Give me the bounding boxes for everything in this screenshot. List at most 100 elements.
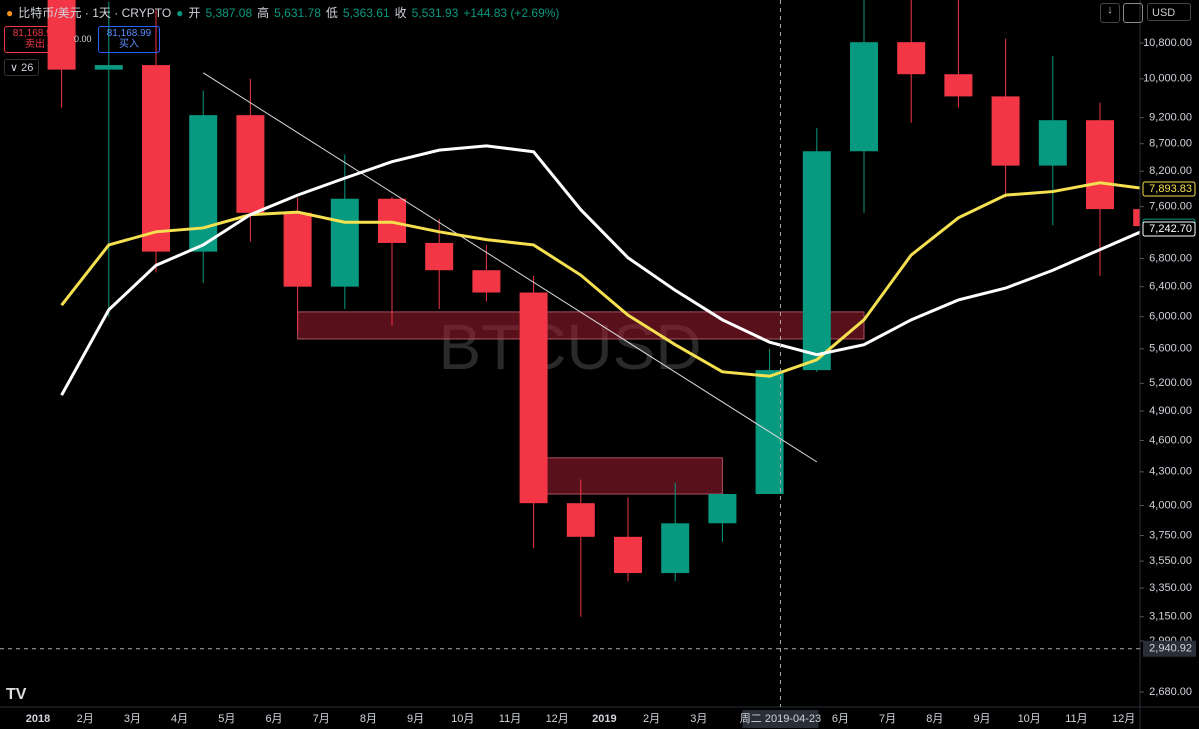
candle-body	[944, 74, 973, 97]
candle-body	[661, 523, 690, 574]
x-tick-label: 2月	[643, 713, 660, 725]
y-tick-label: 4,000.00	[1149, 499, 1192, 511]
x-tick-label: 9月	[407, 713, 424, 725]
x-tick-label: 12月	[546, 713, 569, 725]
y-tick-label: 4,300.00	[1149, 466, 1192, 478]
x-tick-label: 4月	[171, 713, 188, 725]
moving-average	[60, 144, 1140, 396]
candle-body	[1133, 209, 1140, 227]
candle-body	[566, 503, 595, 537]
y-tick-label: 3,350.00	[1149, 582, 1192, 594]
y-tick-label: 6,800.00	[1149, 252, 1192, 264]
header: ● 比特币/美元 · 1天 · CRYPTO ● 开 5,387.08 高 5,63…	[6, 4, 559, 21]
crosshair-y-label: 2,940.92	[1149, 643, 1192, 655]
label: 卖出	[25, 39, 45, 50]
y-tick-label: 6,000.00	[1149, 311, 1192, 323]
x-tick-label: 10月	[451, 713, 474, 725]
y-tick-label: 10,000.00	[1143, 73, 1192, 85]
indicator-toggle[interactable]: ∨ 26	[4, 59, 40, 76]
x-tick-label: 12月	[1112, 713, 1135, 725]
status: ●	[176, 5, 184, 20]
x-tick-label: 6月	[832, 713, 849, 725]
candle-body	[519, 292, 548, 504]
x-tick-label: 7月	[313, 713, 330, 725]
candle-body	[850, 42, 878, 152]
y-tick-label: 4,900.00	[1149, 405, 1192, 417]
y-tick-label: 5,600.00	[1149, 343, 1192, 355]
x-tick-label: 7月	[879, 713, 896, 725]
candle-body	[94, 65, 123, 70]
price: 81,168.99	[106, 28, 152, 39]
candle-body	[189, 115, 218, 252]
x-tick-label: 9月	[973, 713, 990, 725]
candle-body	[1038, 120, 1067, 166]
value: 5,363.61	[342, 5, 390, 20]
icon: ●	[6, 5, 14, 20]
logo: TV	[6, 686, 27, 703]
x-tick-label: 2月	[77, 713, 94, 725]
label: 开	[188, 6, 201, 20]
price-label-box	[1142, 181, 1196, 197]
candle-body	[236, 115, 265, 213]
crosshair-x-box	[742, 710, 819, 728]
x-tick-label: 6月	[265, 713, 282, 725]
x-tick-label: 11月	[499, 713, 521, 725]
y-tick-label: 4,600.00	[1149, 434, 1192, 446]
value: 5,531.93	[411, 5, 459, 20]
x-tick-label: 3月	[124, 713, 141, 725]
x-tick-label: 8月	[360, 713, 377, 725]
y-tick-label: 8,200.00	[1149, 165, 1192, 177]
candle-body	[708, 494, 737, 524]
buy-button[interactable]: 81,168.99 买入	[98, 26, 160, 53]
x-tick-label: 8月	[926, 713, 943, 725]
candle-body	[472, 270, 501, 293]
crosshair-x-label: 周二 2019-04-23	[740, 712, 821, 725]
candle-body	[897, 42, 926, 75]
zone	[533, 457, 723, 495]
currency-select[interactable]: USD	[1147, 3, 1191, 21]
sell-button[interactable]: 81,168.99 卖出	[4, 26, 66, 53]
x-tick-label: 5月	[218, 713, 235, 725]
candle-body	[991, 96, 1020, 166]
zone	[297, 311, 865, 340]
y-tick-label: 10,800.00	[1143, 37, 1192, 49]
candle-body	[330, 198, 359, 287]
screenshot-button[interactable]	[1123, 3, 1143, 23]
candle-body	[614, 536, 642, 574]
moving-average	[60, 181, 1140, 378]
x-tick-label: 2018	[26, 713, 50, 725]
x-tick-label: 10月	[1018, 713, 1041, 725]
label: 高	[257, 6, 270, 20]
price-label: 7,242.70	[1149, 223, 1192, 235]
y-tick-label: 2,680.00	[1149, 686, 1192, 698]
y-tick-label: 3,750.00	[1149, 529, 1192, 541]
candle-body	[425, 242, 454, 271]
label: 收	[394, 6, 407, 20]
count: 26	[21, 62, 34, 74]
price-label-box	[1142, 221, 1196, 237]
download-button[interactable]: ↓	[1100, 3, 1120, 23]
x-tick-label: 2019	[592, 713, 616, 725]
y-tick-label: 5,200.00	[1149, 377, 1192, 389]
candle-body	[47, 0, 76, 70]
y-tick-label: 6,400.00	[1149, 281, 1192, 293]
label: 低	[325, 6, 338, 20]
trend-line	[202, 72, 818, 463]
spread: 0.00	[74, 34, 92, 44]
crosshair-y-box	[1143, 640, 1196, 657]
y-tick-label: 8,700.00	[1149, 138, 1192, 150]
candle-body	[1086, 120, 1114, 210]
symbol: 比特币/美元 · 1天 · CRYPTO	[18, 6, 172, 20]
candle-body	[283, 212, 312, 287]
y-tick-label: 7,600.00	[1149, 201, 1192, 213]
price: 81,168.99	[12, 28, 58, 39]
value: 5,631.78	[274, 5, 321, 20]
candle-body	[802, 151, 831, 371]
x-tick-label: 3月	[690, 713, 707, 725]
y-tick-label: 3,550.00	[1149, 555, 1192, 567]
label: 买入	[119, 39, 139, 50]
change: +144.83 (+2.69%)	[463, 5, 560, 20]
x-tick-label: 11月	[1065, 713, 1087, 725]
price-label: 7,893.83	[1149, 183, 1192, 195]
